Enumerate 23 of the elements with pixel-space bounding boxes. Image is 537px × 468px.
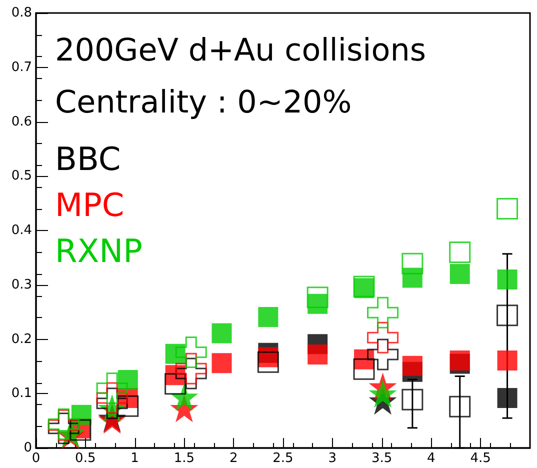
text: Centrality : 0~20% — [55, 84, 352, 120]
y-tick-label: 0.2 — [11, 332, 32, 347]
text: BBC — [55, 140, 121, 178]
y-tick-label: 0.5 — [11, 168, 32, 184]
text: RXNP — [55, 232, 142, 270]
y-tick-label: 0.4 — [11, 223, 32, 238]
x-tick-label: 4.5 — [470, 451, 491, 466]
x-tick-label: 3.5 — [371, 451, 392, 466]
y-tick-label: 0.6 — [11, 114, 32, 130]
text: MPC — [55, 186, 124, 224]
x-tick-label: 2.5 — [272, 451, 294, 466]
y-tick-label: 0.8 — [11, 6, 32, 20]
x-tick-label: 4 — [427, 451, 436, 466]
x-tick-label: 3 — [328, 451, 337, 466]
y-tick-label: 0.7 — [11, 60, 32, 75]
x-tick-label: 1.5 — [174, 451, 195, 466]
x-tick-label: 0.5 — [75, 451, 96, 466]
text: 200GeV d+Au collisions — [55, 32, 426, 68]
y-tick-label: 0 — [24, 440, 32, 456]
x-tick-label: 2 — [229, 451, 238, 466]
y-tick-label: 0.3 — [11, 277, 32, 292]
x-tick-label: 1 — [130, 451, 139, 466]
y-tick-label: 0.1 — [11, 386, 32, 402]
